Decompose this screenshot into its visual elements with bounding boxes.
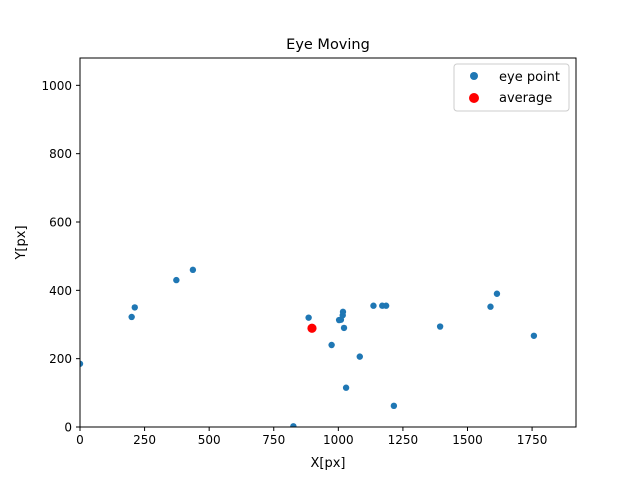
x-tick-label: 750 [262, 433, 285, 447]
legend-marker-average [469, 93, 479, 103]
legend-marker-eye-point [470, 72, 478, 80]
eye-point-20 [487, 303, 494, 310]
eye-point-1 [128, 313, 135, 321]
eye-point-14 [356, 353, 363, 360]
y-tick-label: 200 [49, 352, 72, 366]
y-tick-label: 800 [49, 147, 72, 161]
plot-area-frame [79, 57, 577, 428]
y-axis-ticks: 0 200 400 600 800 1000 [41, 79, 80, 435]
eye-point-2 [131, 304, 138, 311]
x-tick-label: 250 [133, 433, 156, 447]
eye-point-12 [340, 324, 348, 332]
eye-point-3 [173, 276, 180, 284]
x-tick-label: 1500 [452, 433, 483, 447]
chart-title: Eye Moving [286, 37, 370, 53]
y-tick-label: 0 [64, 421, 72, 435]
eye-point-0 [80, 360, 84, 367]
eye-point-17 [382, 302, 390, 309]
y-tick-label: 1000 [41, 79, 72, 93]
eye-point-5 [290, 423, 297, 427]
eye-point-7 [328, 341, 335, 349]
data-points [80, 266, 538, 427]
eye-point-13 [342, 384, 350, 391]
eye-point-22 [530, 332, 538, 339]
eye-point-19 [436, 323, 444, 330]
eye-point-11 [339, 308, 347, 316]
legend: eye point average [453, 63, 570, 112]
legend-label-eye-point: eye point [499, 70, 560, 85]
legend-box [453, 63, 570, 112]
x-tick-label: 500 [198, 433, 221, 447]
average-point-0 [307, 323, 317, 333]
eye-point-18 [390, 402, 398, 410]
eye-point-6 [305, 314, 312, 321]
eye-point-21 [493, 290, 501, 297]
x-tick-label: 1250 [388, 433, 419, 447]
eye-point-15 [370, 302, 377, 309]
x-tick-label: 1000 [323, 433, 354, 447]
eye-point-4 [189, 266, 197, 274]
y-tick-label: 600 [49, 216, 72, 230]
y-axis-label: Y[px] [14, 225, 29, 260]
x-axis-ticks: 0 250 500 750 1000 1250 1500 1750 [76, 427, 547, 447]
x-tick-label: 0 [76, 433, 84, 447]
x-tick-label: 1750 [517, 433, 548, 447]
x-axis-label: X[px] [311, 456, 346, 471]
legend-label-average: average [499, 91, 552, 106]
y-tick-label: 400 [49, 284, 72, 298]
